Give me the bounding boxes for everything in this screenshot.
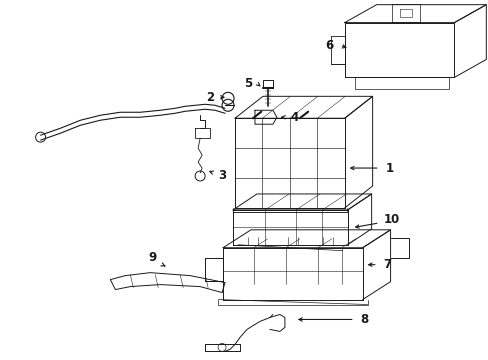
Text: 5: 5 — [244, 77, 252, 90]
Text: 1: 1 — [385, 162, 393, 175]
Text: 7: 7 — [383, 258, 391, 271]
Text: 3: 3 — [218, 168, 225, 181]
Text: 10: 10 — [383, 213, 399, 226]
Text: 4: 4 — [290, 111, 298, 124]
Text: 9: 9 — [148, 251, 156, 264]
Text: 2: 2 — [205, 91, 214, 104]
Text: 6: 6 — [325, 39, 333, 52]
Text: 8: 8 — [360, 313, 368, 326]
